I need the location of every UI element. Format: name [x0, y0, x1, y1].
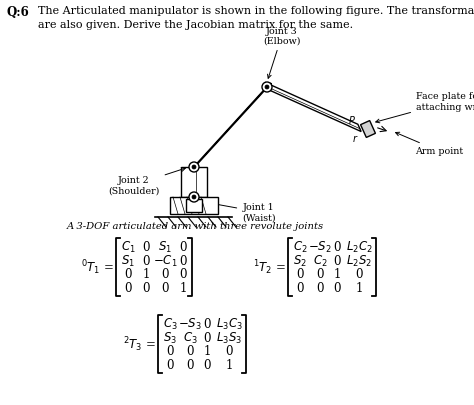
- Circle shape: [189, 192, 199, 202]
- Text: $L_2S_2$: $L_2S_2$: [346, 253, 372, 268]
- Text: $-S_2$: $-S_2$: [308, 240, 332, 255]
- Text: 0: 0: [166, 358, 174, 371]
- Polygon shape: [265, 83, 361, 132]
- Text: 0: 0: [179, 254, 187, 267]
- Text: $C_3$: $C_3$: [163, 316, 177, 331]
- Text: Joint 1
(Waist): Joint 1 (Waist): [208, 202, 276, 222]
- Text: $C_2$: $C_2$: [313, 253, 328, 268]
- Text: $S_1$: $S_1$: [158, 240, 172, 255]
- Text: Arm point: Arm point: [396, 133, 463, 156]
- Text: =: =: [146, 338, 156, 351]
- Text: $C_2$: $C_2$: [292, 240, 307, 255]
- Text: 0: 0: [203, 331, 211, 344]
- Text: 1: 1: [225, 358, 233, 371]
- Text: =: =: [104, 261, 114, 274]
- Text: 0: 0: [333, 241, 341, 254]
- Circle shape: [192, 196, 196, 200]
- Text: 0: 0: [186, 358, 194, 371]
- Text: Face plate for
attaching wrist: Face plate for attaching wrist: [376, 92, 474, 124]
- Text: $C_1$: $C_1$: [121, 240, 136, 255]
- Text: $L_3S_3$: $L_3S_3$: [216, 330, 242, 345]
- Text: $C_3$: $C_3$: [182, 330, 197, 345]
- Circle shape: [262, 83, 272, 93]
- Text: 0: 0: [333, 281, 341, 294]
- Polygon shape: [191, 84, 271, 170]
- Polygon shape: [181, 168, 207, 198]
- Text: $r$: $r$: [352, 132, 358, 143]
- Text: 0: 0: [203, 358, 211, 371]
- Text: $^0T_1$: $^0T_1$: [81, 258, 100, 277]
- Text: 0: 0: [333, 254, 341, 267]
- Text: $^1T_2$: $^1T_2$: [253, 258, 272, 277]
- Text: $P$: $P$: [348, 114, 356, 126]
- Text: A 3-DOF articulated arm with three revolute joints: A 3-DOF articulated arm with three revol…: [66, 222, 324, 230]
- Polygon shape: [186, 200, 202, 213]
- Text: $^2T_3$: $^2T_3$: [123, 335, 142, 354]
- Text: 0: 0: [296, 281, 304, 294]
- Text: $S_1$: $S_1$: [121, 253, 135, 268]
- Text: =: =: [276, 261, 286, 274]
- Polygon shape: [170, 198, 218, 215]
- Text: 0: 0: [186, 344, 194, 357]
- Text: 1: 1: [142, 268, 150, 281]
- Text: 0: 0: [225, 344, 233, 357]
- Text: $-C_1$: $-C_1$: [153, 253, 177, 268]
- Text: 0: 0: [166, 344, 174, 357]
- Text: The Articulated manipulator is shown in the following figure. The transformation: The Articulated manipulator is shown in …: [38, 6, 474, 30]
- Text: $-S_3$: $-S_3$: [178, 316, 202, 331]
- Circle shape: [265, 86, 269, 90]
- Text: 0: 0: [179, 268, 187, 281]
- Text: 0: 0: [316, 281, 324, 294]
- Text: 0: 0: [161, 281, 169, 294]
- Circle shape: [189, 162, 199, 173]
- Text: 1: 1: [203, 344, 210, 357]
- Text: 0: 0: [296, 268, 304, 281]
- Text: Joint 2
(Shoulder): Joint 2 (Shoulder): [109, 168, 185, 195]
- Text: 0: 0: [142, 281, 150, 294]
- Text: 1: 1: [333, 268, 341, 281]
- Text: 0: 0: [179, 241, 187, 254]
- Text: 1: 1: [179, 281, 187, 294]
- Text: 0: 0: [124, 281, 132, 294]
- Text: 1: 1: [356, 281, 363, 294]
- Text: Q:6: Q:6: [7, 6, 30, 19]
- Text: $L_2C_2$: $L_2C_2$: [346, 240, 373, 255]
- Text: 0: 0: [355, 268, 363, 281]
- Circle shape: [192, 166, 196, 170]
- Text: 0: 0: [142, 254, 150, 267]
- Bar: [361, 121, 375, 138]
- Text: 0: 0: [316, 268, 324, 281]
- Text: 0: 0: [161, 268, 169, 281]
- Text: $S_2$: $S_2$: [293, 253, 307, 268]
- Text: 0: 0: [203, 318, 211, 330]
- Text: $S_3$: $S_3$: [163, 330, 177, 345]
- Text: Joint 3
(Elbow): Joint 3 (Elbow): [263, 27, 301, 79]
- Text: 0: 0: [124, 268, 132, 281]
- Text: 0: 0: [142, 241, 150, 254]
- Text: $L_3C_3$: $L_3C_3$: [216, 316, 242, 331]
